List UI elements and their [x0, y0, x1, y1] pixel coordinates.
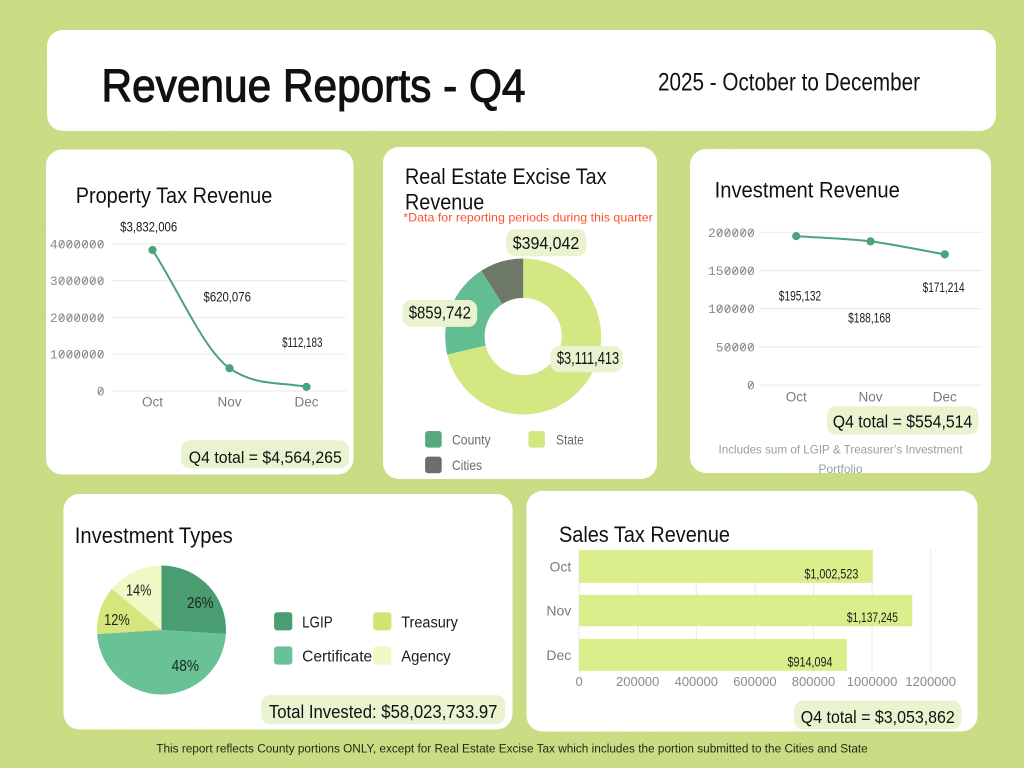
- svg-text:800000: 800000: [792, 674, 835, 689]
- svg-text:Dec: Dec: [294, 395, 318, 410]
- svg-text:$188,168: $188,168: [848, 311, 891, 326]
- svg-text:Q4 total = $3,053,862: Q4 total = $3,053,862: [801, 707, 955, 727]
- svg-text:Oct: Oct: [142, 395, 163, 410]
- svg-text:$394,042: $394,042: [513, 233, 580, 253]
- svg-text:1200000: 1200000: [905, 674, 956, 689]
- svg-text:Investment Revenue: Investment Revenue: [715, 178, 900, 203]
- svg-text:Dec: Dec: [933, 389, 957, 404]
- svg-text:12%: 12%: [104, 612, 130, 629]
- svg-text:200000: 200000: [616, 674, 659, 689]
- svg-text:*Data for reporting periods du: *Data for reporting periods during this …: [403, 211, 653, 225]
- svg-text:400000: 400000: [675, 674, 718, 689]
- svg-text:48%: 48%: [172, 658, 200, 675]
- svg-text:Investment Types: Investment Types: [75, 523, 233, 548]
- svg-text:Sales Tax Revenue: Sales Tax Revenue: [559, 522, 730, 547]
- svg-text:$112,183: $112,183: [282, 335, 322, 350]
- svg-text:$1,137,245: $1,137,245: [847, 610, 898, 625]
- svg-text:State: State: [556, 431, 584, 447]
- svg-text:Nov: Nov: [546, 603, 571, 619]
- svg-text:This report reflects County po: This report reflects County portions ONL…: [156, 742, 868, 756]
- svg-text:Property Tax Revenue: Property Tax Revenue: [76, 183, 273, 208]
- svg-text:Agency: Agency: [401, 649, 451, 666]
- svg-text:Q4 total = $4,564,265: Q4 total = $4,564,265: [189, 448, 342, 467]
- svg-text:$859,742: $859,742: [409, 303, 471, 323]
- svg-text:$914,094: $914,094: [788, 654, 833, 669]
- svg-text:Oct: Oct: [550, 558, 572, 574]
- svg-text:Q4 total = $554,514: Q4 total = $554,514: [833, 412, 973, 432]
- svg-text:26%: 26%: [187, 595, 214, 612]
- svg-text:0: 0: [575, 674, 582, 689]
- svg-text:County: County: [452, 431, 491, 447]
- svg-text:Revenue: Revenue: [405, 190, 484, 215]
- svg-text:1000000: 1000000: [847, 674, 898, 689]
- svg-text:14%: 14%: [126, 582, 152, 599]
- svg-text:Real Estate Excise Tax: Real Estate Excise Tax: [405, 164, 607, 189]
- svg-text:Nov: Nov: [217, 395, 241, 410]
- svg-text:2025 - October to December: 2025 - October to December: [658, 68, 920, 96]
- svg-text:100000: 100000: [708, 302, 755, 317]
- svg-text:$620,076: $620,076: [204, 289, 251, 304]
- svg-text:$3,111,413: $3,111,413: [557, 348, 619, 368]
- svg-text:Revenue Reports - Q4: Revenue Reports - Q4: [102, 59, 526, 111]
- svg-text:$1,002,523: $1,002,523: [804, 566, 858, 581]
- svg-text:200000: 200000: [708, 226, 755, 241]
- svg-text:Includes sum of LGIP & Treasur: Includes sum of LGIP & Treasurer’s Inves…: [719, 443, 964, 457]
- svg-text:Cities: Cities: [452, 457, 482, 473]
- svg-text:Portfolio: Portfolio: [818, 462, 862, 476]
- svg-text:Total Invested: $58,023,733.97: Total Invested: $58,023,733.97: [269, 702, 498, 722]
- svg-text:LGIP: LGIP: [302, 614, 333, 631]
- svg-text:Certificate: Certificate: [302, 649, 372, 666]
- svg-text:150000: 150000: [708, 264, 755, 279]
- svg-text:Dec: Dec: [546, 647, 571, 663]
- svg-text:$171,214: $171,214: [923, 280, 965, 295]
- svg-text:Nov: Nov: [858, 389, 882, 404]
- svg-text:600000: 600000: [733, 674, 776, 689]
- svg-text:$195,132: $195,132: [779, 289, 821, 304]
- svg-text:Oct: Oct: [786, 389, 807, 404]
- svg-text:Treasury: Treasury: [401, 614, 458, 631]
- svg-text:$3,832,006: $3,832,006: [120, 219, 177, 234]
